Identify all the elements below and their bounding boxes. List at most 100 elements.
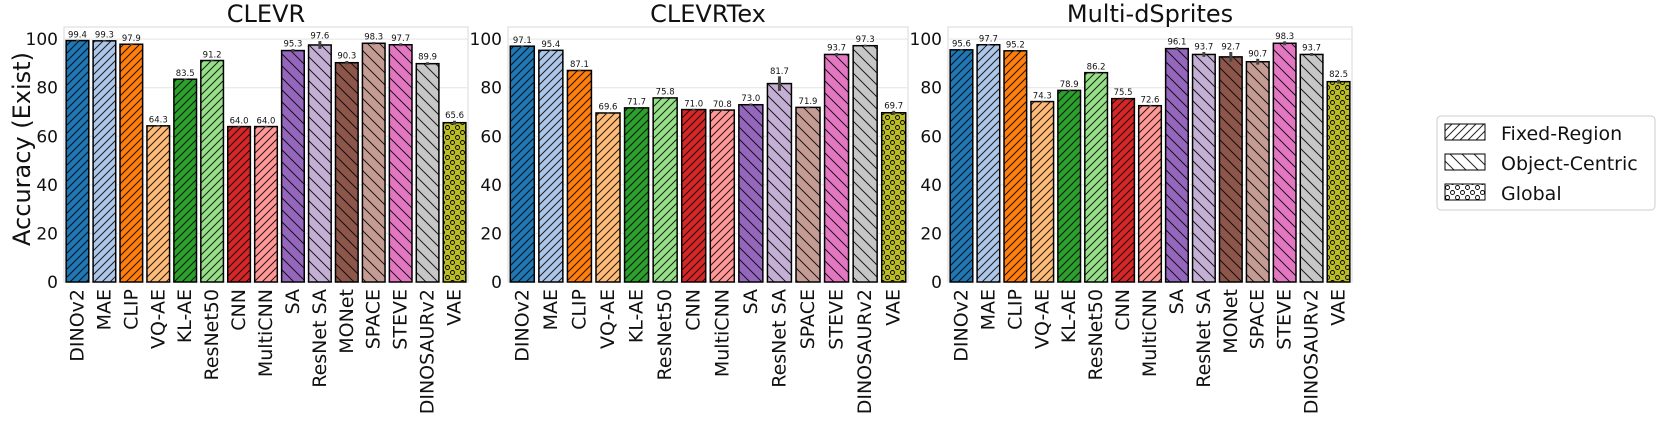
data-label: 86.2 — [1087, 62, 1106, 72]
bar-hatch — [796, 107, 820, 282]
legend-pattern-object-centric — [1445, 154, 1485, 170]
x-tick-label: VQ-AE — [147, 289, 169, 349]
x-tick-label: MAE — [93, 289, 115, 330]
chart-panel-2: 0 20 40 60 80 100 Multi-dSprites 95.6 DINOv2 97.7… — [910, 0, 1353, 414]
y-tick-label: 60 — [36, 127, 58, 147]
bar-hatch — [227, 126, 251, 282]
bar-hatch — [738, 104, 763, 282]
x-tick-label: DINOv2 — [511, 289, 533, 362]
bar-hatch — [1057, 90, 1081, 282]
data-label: 81.7 — [770, 67, 789, 77]
bar-hatch — [335, 62, 359, 283]
panel-title: Multi-dSprites — [1067, 0, 1233, 28]
data-label: 98.3 — [1275, 32, 1294, 42]
bar-hatch — [824, 54, 849, 282]
x-tick-label: MultiCNN — [1139, 289, 1161, 377]
data-label: 75.5 — [1114, 88, 1133, 98]
bar-hatch — [1246, 61, 1270, 282]
bar-hatch — [510, 46, 535, 282]
legend-label-object-centric: Object-Centric — [1501, 153, 1638, 175]
y-tick-label: 40 — [480, 176, 502, 196]
bar-hatch — [881, 112, 906, 282]
y-tick-label: 80 — [36, 79, 58, 99]
panel-title: CLEVRTex — [650, 0, 766, 28]
bar-hatch — [173, 79, 197, 282]
data-label: 95.6 — [952, 40, 971, 50]
bar-hatch — [66, 40, 89, 282]
panel-title: CLEVR — [227, 0, 305, 28]
x-tick-label: SPACE — [363, 289, 385, 349]
x-tick-label: DINOSAURv2 — [1301, 289, 1323, 414]
y-tick-label: 60 — [920, 127, 942, 147]
bar-hatch — [1300, 54, 1323, 282]
bar-hatch — [950, 49, 973, 283]
x-tick-label: DINOSAURv2 — [854, 289, 876, 414]
bar-hatch — [254, 126, 278, 282]
x-tick-label: ResNet SA — [1193, 289, 1215, 388]
x-tick-label: ResNet50 — [201, 289, 223, 380]
bar-hatch — [1111, 98, 1135, 283]
x-tick-label: DINOv2 — [950, 289, 972, 362]
bar-hatch — [1030, 101, 1054, 282]
data-label: 75.8 — [656, 88, 675, 98]
chart-panel-1: 0 20 40 60 80 100 CLEVRTex 97.1 DINOv2 95.4 MAE 87.… — [470, 0, 909, 414]
data-label: 71.0 — [684, 99, 703, 109]
bar-hatch — [200, 60, 224, 283]
data-label: 99.3 — [95, 31, 114, 41]
x-tick-label: MONet — [336, 289, 358, 354]
data-label: 90.7 — [1248, 49, 1267, 59]
data-label: 98.3 — [364, 33, 383, 43]
y-tick-label: 100 — [910, 30, 942, 50]
x-tick-label: CNN — [1112, 289, 1134, 331]
x-tick-label: CNN — [228, 289, 250, 331]
x-tick-label: MAE — [977, 289, 999, 330]
data-label: 92.7 — [1221, 43, 1240, 53]
x-tick-label: ResNet SA — [768, 289, 790, 388]
y-tick-label: 20 — [920, 224, 942, 244]
bar-hatch — [853, 45, 878, 283]
data-label: 89.9 — [418, 53, 437, 63]
data-label: 96.1 — [1167, 38, 1186, 48]
data-label: 99.4 — [68, 30, 87, 40]
x-tick-label: CNN — [683, 289, 705, 331]
x-tick-label: MONet — [1220, 289, 1242, 354]
bar-hatch — [767, 83, 792, 282]
x-tick-label: MultiCNN — [255, 289, 277, 377]
bar-hatch — [1192, 54, 1216, 282]
y-tick-label: 0 — [931, 273, 942, 293]
x-tick-label: DINOv2 — [66, 289, 88, 362]
x-tick-label: CLIP — [568, 289, 590, 330]
chart-panel-0: 0 20 40 60 80 100 CLEVR 99.4 DINOv2 99.3 MAE 97.9 CL… — [26, 0, 469, 414]
x-tick-label: KL-AE — [626, 289, 648, 343]
legend-label-fixed-region: Fixed-Region — [1501, 123, 1622, 145]
x-tick-label: SA — [1166, 289, 1188, 314]
bar-hatch — [1138, 105, 1162, 282]
y-tick-label: 20 — [36, 224, 58, 244]
data-label: 74.3 — [1033, 91, 1052, 101]
data-label: 90.3 — [337, 52, 356, 62]
bar-hatch — [443, 122, 466, 282]
y-tick-label: 20 — [480, 224, 502, 244]
bar-hatch — [1219, 56, 1243, 282]
x-tick-label: DINOSAURv2 — [417, 289, 439, 414]
bar-hatch — [538, 50, 563, 282]
data-label: 71.9 — [799, 97, 818, 107]
x-tick-label: SPACE — [797, 289, 819, 349]
x-tick-label: CLIP — [120, 289, 142, 330]
legend-pattern-global — [1445, 184, 1485, 200]
bar-hatch — [146, 125, 170, 282]
data-label: 65.6 — [445, 111, 464, 121]
y-tick-label: 60 — [480, 127, 502, 147]
x-tick-label: CLIP — [1004, 289, 1026, 330]
x-tick-label: VQ-AE — [597, 289, 619, 349]
bar-hatch — [120, 44, 143, 282]
y-tick-label: 80 — [920, 79, 942, 99]
bar-hatch — [93, 40, 116, 282]
x-tick-label: SPACE — [1247, 289, 1269, 349]
x-tick-label: MultiCNN — [711, 289, 733, 377]
data-label: 73.0 — [741, 94, 760, 104]
x-tick-label: SA — [282, 289, 304, 314]
y-tick-label: 100 — [26, 30, 58, 50]
x-tick-label: VAE — [444, 289, 466, 326]
